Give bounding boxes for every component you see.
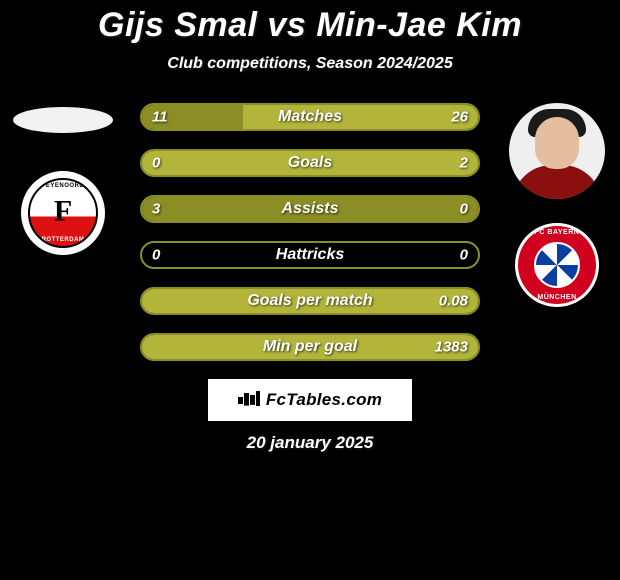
watermark: FcTables.com (208, 379, 412, 421)
stat-bar-label: Matches (278, 108, 342, 126)
comparison-main: FEYENOORD F ROTTERDAM Matches 11 26 Goals 0 2… (0, 103, 620, 361)
comparison-bars: Matches1126Goals02Assists30Hattricks00Go… (140, 103, 480, 361)
right-player-avatar (509, 103, 605, 199)
stat-bar-value-right: 0 (460, 201, 468, 218)
stat-bar-value-right: 1383 (435, 339, 468, 356)
stat-bar: Assists 3 0 (140, 195, 480, 223)
feyenoord-badge-letter: F (54, 195, 72, 229)
watermark-text: FcTables.com (266, 390, 382, 410)
stat-bar-label: Goals per match (247, 292, 372, 310)
stat-bar-value-right: 26 (451, 109, 468, 126)
stat-bar-value-right: 0.08 (439, 293, 468, 310)
stat-bar-value-right: 2 (460, 155, 468, 172)
stat-bar-value-right: 0 (460, 247, 468, 264)
stat-bar-value-left: 3 (152, 201, 160, 218)
left-player-column: FEYENOORD F ROTTERDAM (8, 103, 118, 255)
bayern-badge-inner (534, 242, 580, 288)
stat-bar: Goals per match 0.08 (140, 287, 480, 315)
right-player-column: FC BAYERN MÜNCHEN (502, 103, 612, 307)
stat-bar-label: Goals (288, 154, 332, 172)
stat-bar-label: Min per goal (263, 338, 357, 356)
stat-bar: Goals 0 2 (140, 149, 480, 177)
stat-bar-value-left: 11 (152, 109, 168, 126)
feyenoord-badge-text-top: FEYENOORD (30, 183, 96, 189)
page-title: Gijs Smal vs Min-Jae Kim (0, 0, 620, 45)
snapshot-date: 20 january 2025 (0, 433, 620, 453)
stat-bar-label: Assists (282, 200, 339, 218)
left-player-avatar (13, 107, 113, 133)
stat-bar: Matches 11 26 (140, 103, 480, 131)
stat-bar: Hattricks 0 0 (140, 241, 480, 269)
stat-bar-value-left: 0 (152, 247, 160, 264)
bayern-badge-text-top: FC BAYERN (518, 229, 596, 236)
stat-bar-value-left: 0 (152, 155, 160, 172)
right-player-club-badge: FC BAYERN MÜNCHEN (515, 223, 599, 307)
watermark-chart-icon (238, 391, 260, 409)
bayern-badge-text-bottom: MÜNCHEN (518, 294, 596, 301)
left-player-club-badge: FEYENOORD F ROTTERDAM (21, 171, 105, 255)
feyenoord-badge-inner: FEYENOORD F ROTTERDAM (28, 178, 98, 248)
stat-bar-label: Hattricks (276, 246, 344, 264)
feyenoord-badge-text-bottom: ROTTERDAM (30, 237, 96, 243)
page-subtitle: Club competitions, Season 2024/2025 (0, 55, 620, 73)
stat-bar: Min per goal 1383 (140, 333, 480, 361)
bayern-badge-ring: FC BAYERN MÜNCHEN (518, 226, 596, 304)
